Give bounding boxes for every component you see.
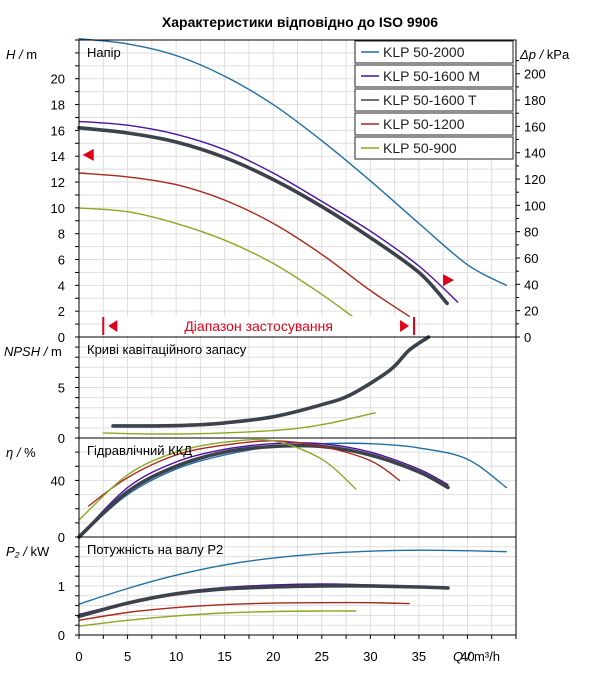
ytick-label-head: 4 [58,278,65,293]
ytick2-label: 60 [524,251,538,266]
yunit-efficiency: % [24,445,36,460]
yunit-head: m [26,47,37,62]
xlabel: Q / m³/h [453,649,500,664]
legend-item-klp-50-900 [354,136,514,160]
ytick-label-head: 14 [51,149,65,164]
series-line-power-klp-50-2000 [78,549,507,605]
series-line-npsh-klp-50-900 [102,412,376,435]
ylabel-power: P₂ / kW [6,544,50,559]
legend-label-klp-50-1200: KLP 50-1200 [383,116,465,132]
ylabel-efficiency: η / % [6,445,36,460]
legend-item-klp-50-1200 [354,112,514,136]
series-line-efficiency-klp-50-1600-t [77,443,450,539]
ytick2-label: 20 [524,304,538,319]
panel-title-npsh: Криві кавітаційного запасу [87,342,247,357]
series-line-power-klp-50-1200 [78,601,410,621]
ytick-label-head: 2 [58,304,65,319]
annotations-layer: Діапазон застосування [82,148,455,336]
legend-item-klp-50-2000 [354,40,514,64]
legend-label-klp-50-900: KLP 50-900 [383,140,457,156]
ytick-label-head: 18 [51,98,65,113]
xtick-label: 25 [315,649,329,664]
legend-label-klp-50-2000: KLP 50-2000 [383,44,465,60]
ytick-label-power: 0 [58,628,65,643]
panel-title-head: Напір [87,45,121,60]
xtick-label: 10 [169,649,183,664]
series-line-efficiency-klp-50-1200 [88,440,401,507]
legend-item-klp-50-1600-m [354,64,514,88]
legend: KLP 50-2000 KLP 50-1600 M KLP 50-1600 T KLP… [354,40,514,160]
operating-limit-marker [82,148,94,161]
ytick-label-head: 16 [51,123,65,138]
ytick2-label: 180 [524,93,546,108]
range-label: Діапазон застосування [184,318,333,334]
ytick2-label: 160 [524,119,546,134]
legend-label-klp-50-1600-t: KLP 50-1600 T [383,92,477,108]
ytick-label-head: 6 [58,253,65,268]
ytick-label-npsh: 5 [58,381,65,396]
ylabel-npsh: NPSH / m [4,344,62,359]
ytick-label-npsh: 0 [58,431,65,446]
panel-title-efficiency: Гідравлічний ККД [87,443,192,458]
ylabel-head: H / m [6,47,37,62]
ytick-label-head: 20 [51,72,65,87]
series-line-npsh-klp-50-1600-t [111,335,431,428]
yunit-secondary: kPa [547,47,570,62]
xtick-label: 40 [460,649,474,664]
legend-item-klp-50-1600-t [354,88,514,112]
chart-title: Характеристики відповідно до ISO 9906 [162,14,438,30]
range-label-bg [119,316,399,336]
series-line-head-klp-50-1600-m [78,120,459,303]
series-layer [77,38,507,627]
ytick2-label: 140 [524,146,546,161]
operating-limit-marker [443,274,455,287]
series-line-efficiency-klp-50-1600-m [78,442,449,538]
series-line-power-klp-50-900 [78,610,357,627]
xtick-label: 0 [75,649,82,664]
yunit-power: kW [30,544,50,559]
range-arrow-left [108,320,118,332]
xtick-label: 30 [363,649,377,664]
ytick-label-efficiency: 40 [51,473,65,488]
ytick2-label: 120 [524,172,546,187]
ytick2-label: 200 [524,67,546,82]
series-line-efficiency-klp-50-900 [78,438,357,521]
xtick-label: 35 [412,649,426,664]
ytick2-label: 0 [524,330,531,345]
panel-title-power: Потужність на валу P2 [87,542,223,557]
series-line-head-klp-50-900 [78,207,357,320]
xtick-label: 5 [124,649,131,664]
ytick-label-head: 8 [58,227,65,242]
ylabel-secondary: Δp / kPa [519,47,570,62]
ytick-label-power: 1 [58,579,65,594]
ytick-label-head: 12 [51,175,65,190]
xtick-label: 20 [266,649,280,664]
series-line-power-klp-50-1600-t [77,584,450,619]
yunit-npsh: m [51,344,62,359]
ytick-label-efficiency: 0 [58,530,65,545]
range-arrow-right [400,320,410,332]
ytick-label-head: 0 [58,330,65,345]
ytick-label-head: 10 [51,201,65,216]
series-line-head-klp-50-1600-t [77,126,449,306]
ytick2-label: 100 [524,198,546,213]
xunit: m³/h [474,649,500,664]
legend-label-klp-50-1600-m: KLP 50-1600 M [383,68,480,84]
series-line-head-klp-50-1200 [78,172,410,317]
ytick2-label: 80 [524,225,538,240]
xtick-label: 15 [217,649,231,664]
ytick2-label: 40 [524,277,538,292]
series-line-head-klp-50-2000 [78,38,507,286]
